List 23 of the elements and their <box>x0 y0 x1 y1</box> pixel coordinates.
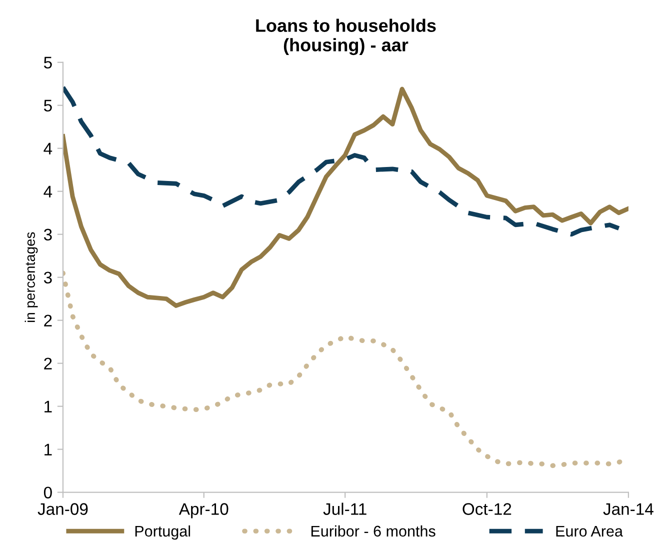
legend-label: Euro Area <box>556 526 623 537</box>
y-tick-label: 2 <box>44 314 52 326</box>
y-tick-label: 3 <box>44 272 52 284</box>
y-tick-label: 1 <box>44 400 52 412</box>
y-tick-label: 1 <box>44 444 52 456</box>
y-tick-label: 5 <box>44 56 52 69</box>
x-tick-label: Jan-14 <box>603 503 654 515</box>
x-tick-label: Oct-12 <box>462 503 512 515</box>
chart-title: Loans to households (housing) - aar <box>256 18 436 56</box>
legend-label: Euribor - 6 months <box>311 525 436 537</box>
y-tick-label: 0 <box>44 486 52 499</box>
x-tick-label: Jul-11 <box>323 502 366 515</box>
y-axis-title: in percentages <box>24 232 38 322</box>
y-tick-label: 2 <box>44 358 52 370</box>
x-tick-label: Apr-10 <box>178 503 228 518</box>
line-series <box>62 85 622 237</box>
y-tick-label: 3 <box>44 228 52 241</box>
legend-label: Portugal <box>135 525 190 540</box>
x-tick-label: Jan-09 <box>38 503 88 515</box>
line-series <box>62 86 628 308</box>
y-tick-label: 4 <box>44 142 52 154</box>
y-tick-label: 4 <box>44 186 52 198</box>
y-tick-label: 5 <box>44 100 52 112</box>
